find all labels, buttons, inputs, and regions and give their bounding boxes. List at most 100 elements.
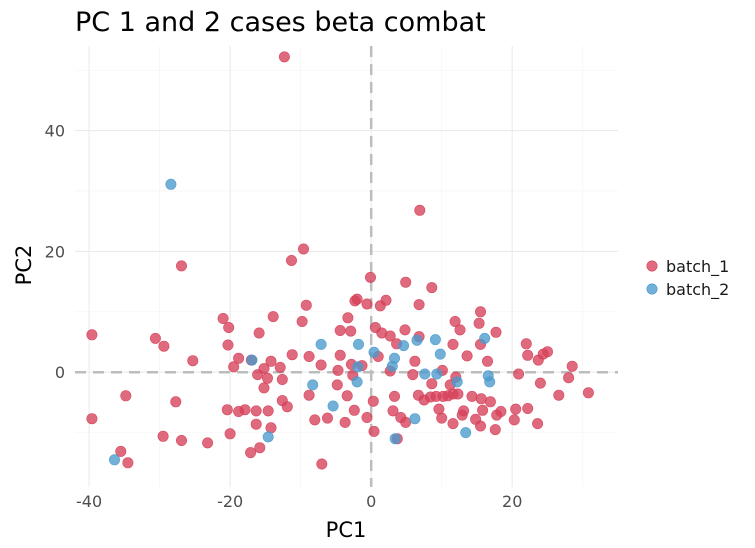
data-point (315, 338, 327, 350)
data-point (233, 352, 245, 364)
data-point (454, 324, 466, 336)
data-point (522, 349, 534, 361)
data-point (170, 396, 182, 408)
data-point (466, 390, 478, 402)
legend-item-batch_2: batch_2 (646, 280, 729, 300)
data-point (265, 355, 277, 367)
series-batch_2 (109, 178, 496, 466)
data-point (342, 312, 354, 324)
data-point (553, 389, 565, 401)
data-point (122, 457, 134, 469)
data-point (109, 454, 121, 466)
data-point (149, 332, 161, 344)
data-point (228, 361, 240, 373)
data-point (252, 369, 264, 381)
data-point (86, 413, 98, 425)
data-point (508, 414, 520, 426)
data-point (461, 350, 473, 362)
data-point (447, 338, 459, 350)
data-point (456, 409, 468, 421)
data-point (352, 338, 364, 350)
data-point (474, 306, 486, 318)
data-point (274, 361, 286, 373)
data-point (399, 324, 411, 336)
data-point (419, 368, 431, 380)
data-point (449, 315, 461, 327)
data-point (489, 424, 501, 436)
data-point (481, 355, 493, 367)
data-point (510, 403, 522, 415)
data-point (254, 442, 266, 454)
data-point (473, 317, 485, 329)
data-point (165, 178, 177, 190)
data-point (490, 326, 502, 338)
data-point (566, 360, 578, 372)
data-point (297, 243, 309, 255)
data-point (258, 382, 270, 394)
data-point (400, 276, 412, 288)
data-point (582, 387, 594, 399)
legend: batch_1 batch_2 (646, 257, 729, 300)
data-point (296, 315, 308, 327)
data-point (351, 376, 363, 388)
data-point (303, 350, 315, 362)
legend-key (646, 283, 658, 295)
data-point (374, 300, 386, 312)
data-point (221, 404, 233, 416)
data-point (513, 368, 525, 380)
data-point (265, 422, 277, 434)
data-point (334, 324, 346, 336)
data-point (331, 379, 343, 391)
data-point (253, 327, 265, 339)
data-point (315, 359, 327, 371)
data-point (477, 404, 489, 416)
data-point (115, 445, 127, 457)
data-point (431, 368, 443, 380)
data-point (429, 334, 441, 346)
data-point (246, 354, 258, 366)
data-point (285, 255, 297, 267)
data-point (316, 458, 328, 470)
data-point (332, 364, 344, 376)
x-tick-label: 0 (366, 492, 376, 511)
data-point (345, 325, 357, 337)
data-point (398, 340, 410, 352)
data-point (411, 334, 423, 346)
data-point (484, 376, 496, 388)
data-point (267, 311, 279, 323)
data-point (261, 372, 273, 384)
data-point (187, 355, 199, 367)
data-point (386, 360, 398, 372)
data-point (409, 413, 421, 425)
x-tick-label: 20 (502, 492, 522, 511)
data-point (563, 372, 575, 384)
data-point (341, 390, 353, 402)
data-point (303, 389, 315, 401)
data-point (474, 420, 486, 432)
data-point (364, 271, 376, 283)
data-point (452, 388, 464, 400)
data-point (250, 418, 262, 430)
data-point (286, 349, 298, 361)
y-tick-label: 0 (55, 363, 65, 382)
data-point (262, 431, 274, 443)
legend-item-batch_1: batch_1 (646, 257, 729, 277)
data-point (532, 354, 544, 366)
data-point (368, 425, 380, 437)
series-batch_1 (86, 51, 594, 470)
data-point (120, 390, 132, 402)
data-point (262, 405, 274, 417)
data-point (426, 378, 438, 390)
data-point (176, 260, 188, 272)
data-point (223, 321, 235, 333)
data-point (491, 409, 503, 421)
data-point (409, 355, 421, 367)
data-point (327, 400, 339, 412)
data-point (222, 339, 234, 351)
data-point (158, 340, 170, 352)
x-axis-title: PC1 (326, 518, 367, 542)
y-tick-label: 20 (45, 242, 65, 261)
data-point (202, 437, 214, 449)
data-point (384, 330, 396, 342)
data-point (387, 405, 399, 417)
